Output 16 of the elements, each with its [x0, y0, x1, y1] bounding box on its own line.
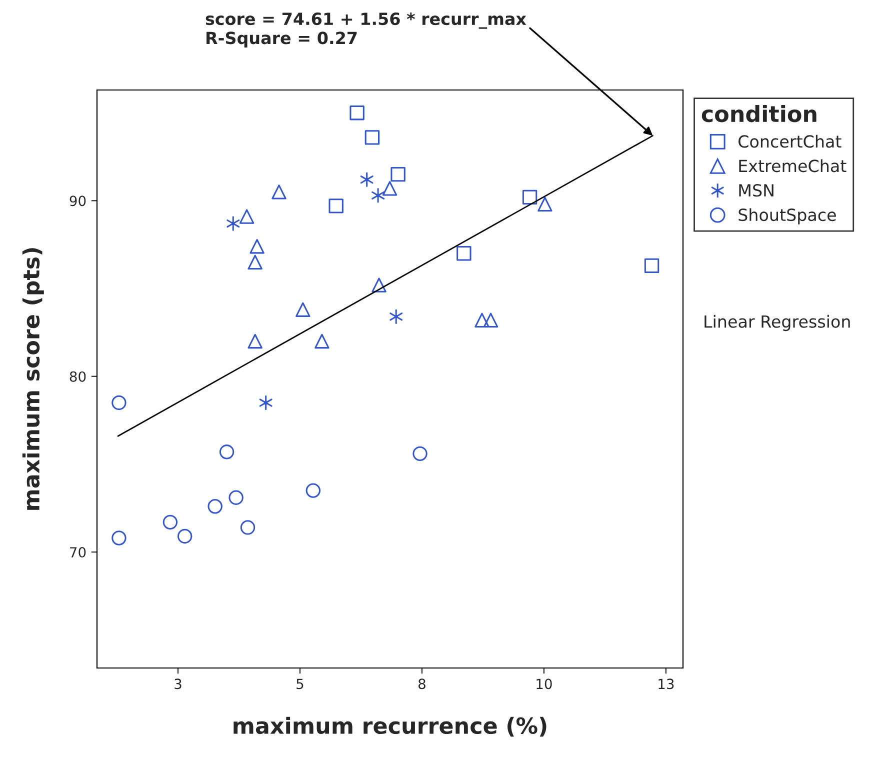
legend-title: condition	[702, 105, 816, 122]
y-tick-label: 80	[70, 371, 86, 382]
x-tick-label: 5	[296, 678, 304, 690]
text: Linear Regression	[704, 314, 850, 332]
y-tick-label: 70	[70, 547, 86, 558]
legend-label: ExtremeChat	[739, 159, 846, 172]
x-tick-label: 10	[536, 678, 552, 690]
annotation: score = 74.61 + 1.56 * recurr_max R-Square = 0.27	[206, 12, 526, 48]
x-axis-title: maximum recurrence (%)	[234, 716, 546, 737]
x-tick-label: 13	[658, 678, 674, 690]
y-tick-label: 90	[70, 196, 86, 206]
x-tick-label: 3	[174, 678, 182, 690]
legend-label: ConcertChat	[738, 134, 842, 148]
legend-label: ShoutSpace	[738, 208, 836, 224]
y-axis-title: maximum score (pts)	[22, 248, 44, 510]
x-tick-label: 8	[418, 678, 426, 690]
